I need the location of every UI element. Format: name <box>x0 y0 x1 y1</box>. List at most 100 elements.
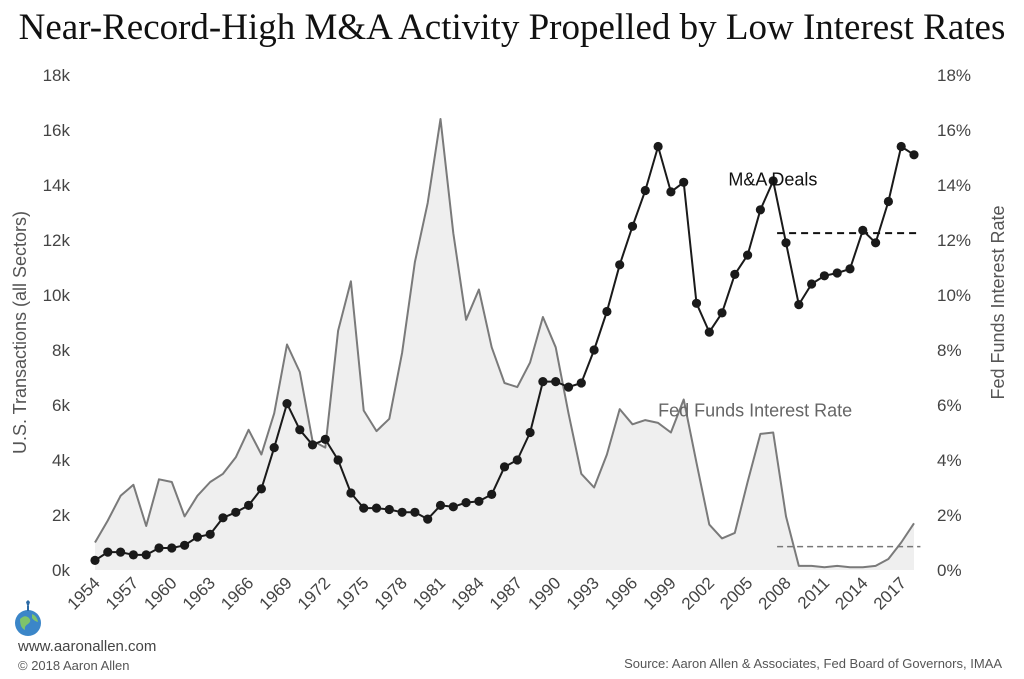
x-tick: 2008 <box>755 573 795 613</box>
x-tick: 2011 <box>794 573 833 612</box>
y-axis-title-left: U.S. Transactions (all Sectors) <box>10 211 30 454</box>
x-tick: 1987 <box>486 573 526 613</box>
deals-marker <box>858 225 868 235</box>
x-tick: 2002 <box>678 573 718 613</box>
deals-marker <box>141 550 151 560</box>
x-tick: 1963 <box>179 573 219 613</box>
deals-marker <box>704 327 714 337</box>
y-tick-right: 18% <box>937 66 971 85</box>
deals-marker <box>730 269 740 279</box>
deals-marker <box>640 185 650 196</box>
deals-marker <box>627 221 638 231</box>
copyright-text: © 2018 Aaron Allen <box>18 658 130 673</box>
x-tick: 1981 <box>409 573 449 613</box>
deals-marker <box>423 514 433 524</box>
x-tick: 2014 <box>831 573 871 613</box>
deals-marker <box>256 484 266 494</box>
deals-marker <box>487 489 497 499</box>
deals-marker <box>320 434 330 444</box>
deals-marker <box>154 543 164 553</box>
labels: U.S. Transactions (all Sectors) Fed Funds… <box>10 170 1008 455</box>
deals-marker <box>448 502 458 512</box>
x-tick: 1996 <box>601 573 641 613</box>
y-tick-right: 10% <box>937 286 971 305</box>
deals-marker <box>896 141 906 152</box>
y-tick-left: 4k <box>52 451 70 470</box>
deals-marker <box>666 187 676 197</box>
reference-lines <box>777 232 921 548</box>
x-tick: 1960 <box>140 573 180 613</box>
y-tick-right: 16% <box>937 121 971 140</box>
x-tick: 1966 <box>217 573 257 613</box>
deals-marker <box>192 532 202 542</box>
y-tick-left: 2k <box>52 506 70 525</box>
y-tick-left: 8k <box>52 341 70 360</box>
deals-marker <box>205 529 215 539</box>
deals-marker <box>90 555 100 566</box>
deals-marker <box>180 540 190 550</box>
deals-marker <box>576 378 586 388</box>
y-axis-title-right: Fed Funds Interest Rate <box>988 205 1008 399</box>
deals-marker <box>167 543 177 553</box>
deals-marker <box>909 150 919 160</box>
rate-layer <box>94 118 915 569</box>
rate-series-label: Fed Funds Interest Rate <box>658 401 852 421</box>
deals-marker <box>435 500 446 510</box>
deals-marker <box>244 500 254 510</box>
deals-marker <box>410 507 420 517</box>
x-tick: 1993 <box>563 573 603 613</box>
rate-area <box>95 119 914 570</box>
deals-marker <box>551 377 561 387</box>
deals-marker <box>845 264 855 274</box>
y-tick-left: 0k <box>52 561 70 580</box>
deals-marker <box>538 377 548 387</box>
y-tick-right: 4% <box>937 451 962 470</box>
x-tick: 1984 <box>448 573 488 613</box>
deals-marker <box>512 455 522 465</box>
y-tick-right: 14% <box>937 176 971 195</box>
deals-marker <box>679 177 689 187</box>
deals-marker <box>755 205 766 215</box>
deals-marker <box>371 503 382 513</box>
deals-marker <box>717 308 727 318</box>
deals-marker <box>103 547 113 557</box>
y-tick-left: 12k <box>43 231 71 250</box>
deals-marker <box>807 279 817 289</box>
deals-marker <box>333 455 343 465</box>
y-tick-left: 10k <box>43 286 71 305</box>
x-tick: 1975 <box>332 573 372 613</box>
deals-marker <box>525 427 535 438</box>
deals-marker <box>602 306 612 317</box>
deals-marker <box>499 462 510 472</box>
deals-marker <box>346 488 356 498</box>
x-tick: 1990 <box>524 573 564 613</box>
website-text: www.aaronallen.com <box>18 638 157 655</box>
deals-series-label: M&A Deals <box>728 170 817 190</box>
area-layer <box>95 119 914 570</box>
y-tick-right: 8% <box>937 341 962 360</box>
y-tick-left: 6k <box>52 396 70 415</box>
deals-marker <box>295 425 305 435</box>
deals-marker <box>282 399 292 409</box>
y-tick-right: 2% <box>937 506 962 525</box>
deals-marker <box>269 443 279 453</box>
globe-logo-icon <box>15 600 41 636</box>
deals-marker <box>397 507 407 517</box>
x-tick: 1972 <box>294 573 334 613</box>
x-tick: 1969 <box>256 573 296 613</box>
deals-marker <box>218 513 228 523</box>
deals-marker <box>832 268 842 278</box>
y-tick-right: 0% <box>937 561 962 580</box>
deals-marker <box>768 176 778 186</box>
deals-marker <box>653 141 663 152</box>
deals-marker <box>563 382 574 392</box>
chart-title: Near-Record-High M&A Activity Propelled … <box>18 7 1006 48</box>
x-tick: 2005 <box>716 573 756 613</box>
rate-line <box>94 118 915 569</box>
deals-marker <box>231 507 241 517</box>
deals-marker <box>461 498 471 508</box>
deals-marker <box>691 298 702 308</box>
deals-marker <box>589 345 599 355</box>
deals-marker <box>794 300 804 310</box>
y-tick-left: 18k <box>43 66 71 85</box>
